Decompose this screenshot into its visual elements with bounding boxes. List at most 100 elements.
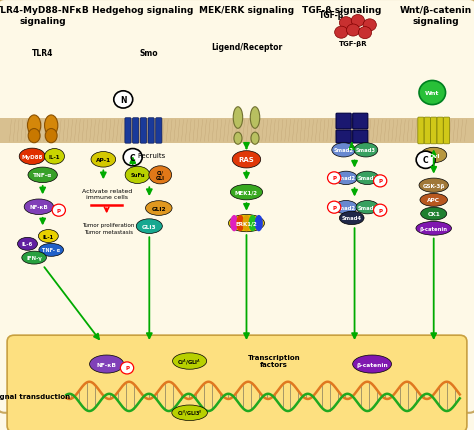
Text: IFN-γ: IFN-γ <box>26 255 42 261</box>
Text: Recruits: Recruits <box>137 153 166 159</box>
Ellipse shape <box>45 149 64 165</box>
Text: Tumor metastasis: Tumor metastasis <box>83 230 133 235</box>
FancyBboxPatch shape <box>148 118 154 144</box>
Ellipse shape <box>230 215 238 232</box>
Text: Smad2: Smad2 <box>336 176 356 181</box>
FancyBboxPatch shape <box>133 118 139 144</box>
Text: MyD88: MyD88 <box>21 154 43 160</box>
Ellipse shape <box>356 201 379 215</box>
Text: β-catenin: β-catenin <box>419 226 448 231</box>
Ellipse shape <box>421 208 447 221</box>
Text: CK1: CK1 <box>427 212 440 217</box>
Text: GLI2: GLI2 <box>152 206 166 211</box>
Circle shape <box>52 205 65 217</box>
Bar <box>0 118 474 144</box>
Circle shape <box>339 18 353 30</box>
Ellipse shape <box>339 212 364 225</box>
FancyBboxPatch shape <box>430 118 437 144</box>
Text: Wnt/β-catenin
signaling: Wnt/β-catenin signaling <box>400 6 472 26</box>
FancyBboxPatch shape <box>353 114 368 129</box>
Ellipse shape <box>416 222 451 236</box>
FancyBboxPatch shape <box>437 118 443 144</box>
Ellipse shape <box>172 405 208 421</box>
Text: P: P <box>125 366 129 371</box>
Ellipse shape <box>332 144 356 157</box>
Text: TGF-β signaling: TGF-β signaling <box>301 6 381 15</box>
Text: TLR4-MyD88-NFκB
signaling: TLR4-MyD88-NFκB signaling <box>0 6 90 26</box>
Ellipse shape <box>248 215 257 232</box>
Text: GSK-3β: GSK-3β <box>422 183 445 188</box>
Ellipse shape <box>234 133 242 145</box>
Circle shape <box>328 202 341 214</box>
FancyBboxPatch shape <box>7 335 467 430</box>
Text: P: P <box>332 176 336 181</box>
Text: C: C <box>423 156 428 165</box>
Text: Smad3: Smad3 <box>357 205 377 210</box>
Text: Tumor proliferation: Tumor proliferation <box>82 223 134 228</box>
FancyBboxPatch shape <box>0 0 474 413</box>
Ellipse shape <box>149 166 172 184</box>
Ellipse shape <box>335 172 357 185</box>
Ellipse shape <box>236 215 245 232</box>
Text: NF-κB: NF-κB <box>29 205 48 210</box>
Ellipse shape <box>173 353 207 369</box>
Ellipse shape <box>24 200 54 215</box>
FancyBboxPatch shape <box>336 131 351 144</box>
Ellipse shape <box>420 194 447 207</box>
Text: Smo: Smo <box>140 49 159 58</box>
Circle shape <box>374 175 387 187</box>
Text: MEK/ERK signaling: MEK/ERK signaling <box>199 6 294 15</box>
FancyBboxPatch shape <box>125 118 131 144</box>
Circle shape <box>123 149 142 166</box>
Ellipse shape <box>335 201 357 215</box>
Text: Ci/
GLI: Ci/ GLI <box>156 170 164 181</box>
Text: Ligend/Receptor: Ligend/Receptor <box>211 43 282 52</box>
Text: IL-6: IL-6 <box>22 242 33 247</box>
FancyBboxPatch shape <box>424 118 430 144</box>
Text: Smad2: Smad2 <box>334 148 354 153</box>
Circle shape <box>346 25 360 37</box>
Ellipse shape <box>230 185 263 200</box>
Text: Ci$^R$/GLI3$^R$: Ci$^R$/GLI3$^R$ <box>177 408 202 418</box>
Ellipse shape <box>19 149 45 165</box>
Circle shape <box>328 172 341 184</box>
Text: GLI3: GLI3 <box>142 224 156 229</box>
FancyBboxPatch shape <box>336 114 351 129</box>
Ellipse shape <box>28 168 57 183</box>
Text: AP-1: AP-1 <box>96 157 111 163</box>
Text: MEK1/2: MEK1/2 <box>235 190 258 195</box>
Ellipse shape <box>419 179 448 193</box>
Text: Smad3: Smad3 <box>357 176 377 181</box>
Ellipse shape <box>28 129 40 144</box>
Ellipse shape <box>27 116 41 136</box>
Ellipse shape <box>125 167 150 184</box>
Text: Transcription
factors: Transcription factors <box>247 354 301 367</box>
Text: TLR4: TLR4 <box>32 49 54 58</box>
Circle shape <box>363 20 376 32</box>
Ellipse shape <box>421 148 447 163</box>
Ellipse shape <box>146 201 172 216</box>
Ellipse shape <box>354 144 378 157</box>
FancyBboxPatch shape <box>353 131 368 144</box>
Text: Dvl: Dvl <box>428 153 439 158</box>
Ellipse shape <box>22 252 46 264</box>
Text: TGF-β: TGF-β <box>319 11 345 19</box>
Text: Signal transduction: Signal transduction <box>0 393 70 399</box>
FancyBboxPatch shape <box>444 118 449 144</box>
Text: P: P <box>332 205 336 210</box>
Text: P: P <box>378 179 382 184</box>
Text: TNF- α: TNF- α <box>42 248 60 253</box>
Text: IL-1: IL-1 <box>43 234 54 239</box>
Ellipse shape <box>38 230 58 243</box>
Text: Wnt: Wnt <box>425 91 439 96</box>
Text: APC: APC <box>427 198 440 203</box>
Text: C: C <box>130 154 136 162</box>
Ellipse shape <box>137 219 162 234</box>
Text: P: P <box>378 208 382 213</box>
Circle shape <box>416 152 435 169</box>
Text: Smad3: Smad3 <box>356 148 376 153</box>
Ellipse shape <box>18 238 37 251</box>
Ellipse shape <box>242 215 250 232</box>
Text: TGF-βR: TGF-βR <box>339 41 367 47</box>
Text: Smad2: Smad2 <box>336 205 356 210</box>
